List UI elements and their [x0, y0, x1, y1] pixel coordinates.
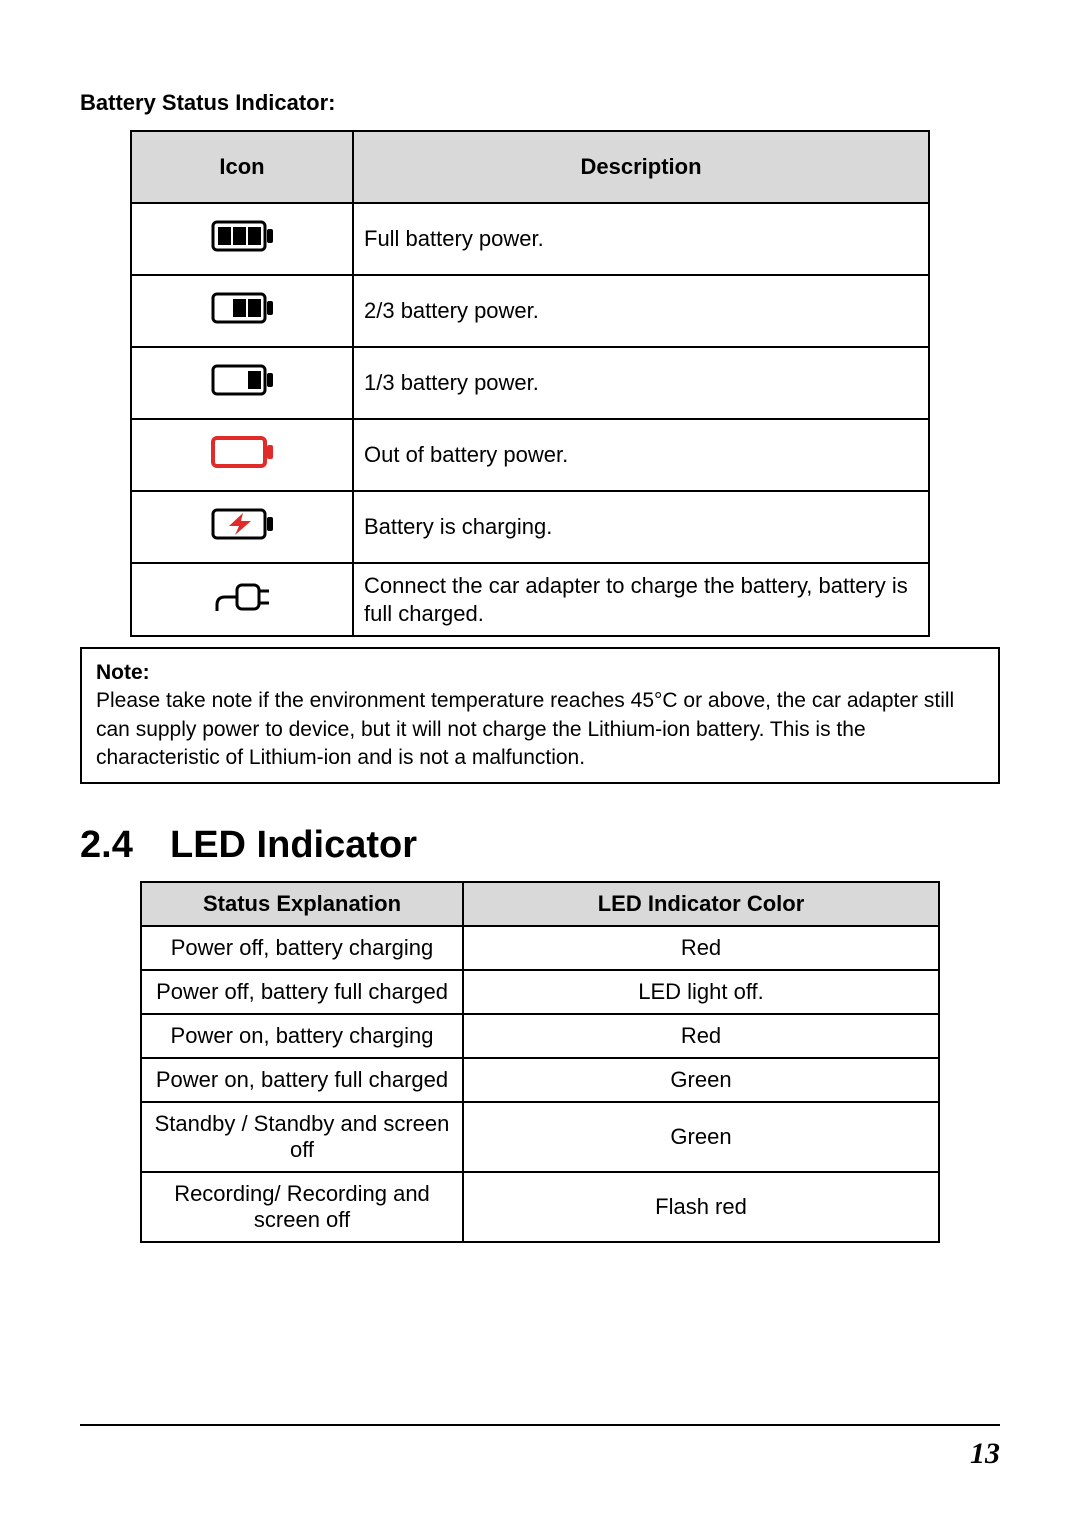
battery-empty-icon — [131, 419, 353, 491]
led-color-cell: Flash red — [463, 1172, 939, 1242]
battery-full-icon — [131, 203, 353, 275]
table-header-row: Icon Description — [131, 131, 929, 203]
battery-2-3-desc: 2/3 battery power. — [353, 275, 929, 347]
plug-desc: Connect the car adapter to charge the ba… — [353, 563, 929, 636]
table-row: Standby / Standby and screen off Green — [141, 1102, 939, 1172]
led-indicator-table: Status Explanation LED Indicator Color P… — [140, 881, 940, 1243]
led-status-cell: Standby / Standby and screen off — [141, 1102, 463, 1172]
page-number: 13 — [970, 1437, 1000, 1471]
col-description: Description — [353, 131, 929, 203]
note-text: Please take note if the environment temp… — [96, 689, 954, 769]
led-color-cell: Red — [463, 926, 939, 970]
table-row: Out of battery power. — [131, 419, 929, 491]
led-color-cell: Green — [463, 1102, 939, 1172]
led-status-cell: Power off, battery full charged — [141, 970, 463, 1014]
led-heading-number: 2.4 — [80, 824, 170, 867]
battery-charging-icon — [131, 491, 353, 563]
led-status-cell: Power on, battery charging — [141, 1014, 463, 1058]
led-status-cell: Power off, battery charging — [141, 926, 463, 970]
battery-1-3-desc: 1/3 battery power. — [353, 347, 929, 419]
table-row: Full battery power. — [131, 203, 929, 275]
led-heading-title: LED Indicator — [170, 824, 417, 866]
led-status-cell: Recording/ Recording and screen off — [141, 1172, 463, 1242]
footer-rule — [80, 1424, 1000, 1426]
table-row: Power off, battery charging Red — [141, 926, 939, 970]
battery-charging-desc: Battery is charging. — [353, 491, 929, 563]
battery-full-desc: Full battery power. — [353, 203, 929, 275]
col-led-color: LED Indicator Color — [463, 882, 939, 926]
led-heading: 2.4LED Indicator — [80, 824, 1000, 867]
led-status-cell: Power on, battery full charged — [141, 1058, 463, 1102]
led-color-cell: LED light off. — [463, 970, 939, 1014]
table-row: Battery is charging. — [131, 491, 929, 563]
table-row: Connect the car adapter to charge the ba… — [131, 563, 929, 636]
note-label: Note: — [96, 661, 150, 684]
table-row: Power on, battery full charged Green — [141, 1058, 939, 1102]
battery-section-title: Battery Status Indicator: — [80, 90, 1000, 116]
page: Battery Status Indicator: Icon Descripti… — [0, 0, 1080, 1526]
table-row: 2/3 battery power. — [131, 275, 929, 347]
col-icon: Icon — [131, 131, 353, 203]
note-box: Note: Please take note if the environmen… — [80, 647, 1000, 784]
led-color-cell: Red — [463, 1014, 939, 1058]
battery-2-3-icon — [131, 275, 353, 347]
battery-status-table: Icon Description Full battery power. 2/3… — [130, 130, 930, 637]
led-color-cell: Green — [463, 1058, 939, 1102]
plug-icon — [131, 563, 353, 636]
battery-1-3-icon — [131, 347, 353, 419]
battery-empty-desc: Out of battery power. — [353, 419, 929, 491]
col-status: Status Explanation — [141, 882, 463, 926]
table-row: Power on, battery charging Red — [141, 1014, 939, 1058]
table-row: 1/3 battery power. — [131, 347, 929, 419]
table-row: Power off, battery full charged LED ligh… — [141, 970, 939, 1014]
table-row: Recording/ Recording and screen off Flas… — [141, 1172, 939, 1242]
table-header-row: Status Explanation LED Indicator Color — [141, 882, 939, 926]
